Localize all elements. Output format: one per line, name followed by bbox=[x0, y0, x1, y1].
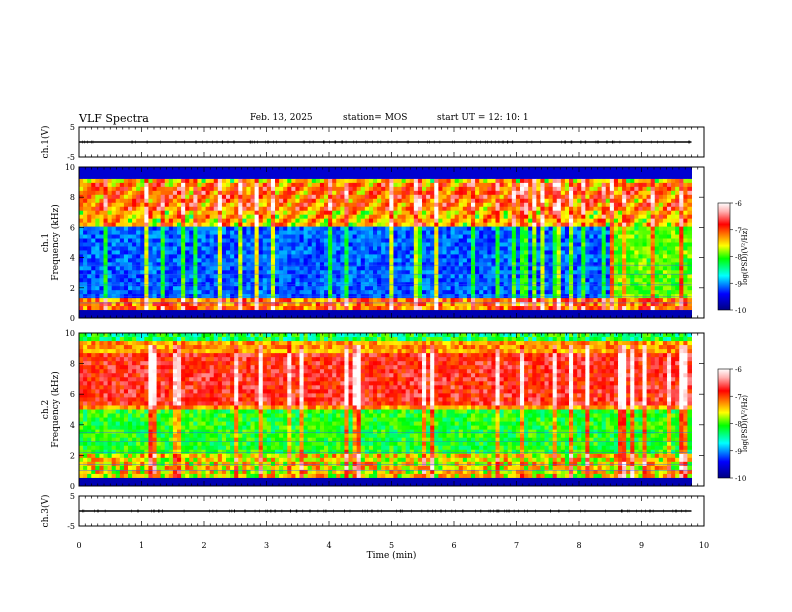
x-axis-label: Time (min) bbox=[367, 550, 417, 561]
ch1-spectrogram-panel: 0 2 4 6 8 10 ch.1 Frequency (kHz) -6 -7 -8 -9 -10 log… bbox=[41, 163, 749, 323]
y-tick-label: 8 bbox=[70, 360, 75, 369]
y-tick-label: 8 bbox=[70, 193, 75, 202]
y-tick-label: 5 bbox=[70, 492, 75, 501]
colorbar-tick-label: -10 bbox=[735, 475, 746, 483]
ch1-spectrogram-ylabel: ch.1 Frequency (kHz) bbox=[41, 204, 61, 281]
colorbar-tick-label: -6 bbox=[735, 366, 742, 374]
x-tick-label: 3 bbox=[264, 541, 269, 550]
x-tick-label: 2 bbox=[201, 541, 206, 550]
ch2-spectrogram-colorbar: -6 -7 -8 -9 -10 log(PSD)(V²/Hz) bbox=[717, 366, 749, 483]
x-tick-label: 6 bbox=[451, 541, 456, 550]
y-tick-label: 0 bbox=[70, 482, 75, 491]
y-tick-label: 6 bbox=[70, 390, 75, 399]
x-tick-label: 10 bbox=[699, 541, 709, 550]
x-tick-label: 5 bbox=[389, 541, 394, 550]
ch2-spectrogram-ylabel: ch.2 Frequency (kHz) bbox=[41, 371, 61, 448]
x-axis: 0 1 2 3 4 5 6 7 8 9 10 Time (min) bbox=[76, 541, 709, 561]
y-tick-label: 6 bbox=[70, 223, 75, 232]
ch1-spectrogram-colorbar: -6 -7 -8 -9 -10 log(PSD)(V²/Hz) bbox=[717, 200, 749, 315]
colorbar-tick-label: -7 bbox=[735, 393, 742, 401]
colorbar-tick-label: -9 bbox=[735, 448, 742, 456]
ch2-spectrogram-panel: 0 2 4 6 8 10 ch.2 Frequency (kHz) -6 -7 -8 -9 -10 log… bbox=[41, 329, 749, 491]
x-tick-label: 8 bbox=[576, 541, 581, 550]
colorbar-tick-label: -7 bbox=[735, 227, 742, 235]
svg-text:ch.3(V): ch.3(V) bbox=[40, 495, 51, 528]
y-tick-label: -5 bbox=[67, 522, 75, 531]
y-tick-label: 0 bbox=[70, 314, 75, 323]
colorbar-label: log(PSD)(V²/Hz) bbox=[741, 395, 749, 452]
y-tick-label: 2 bbox=[70, 451, 75, 460]
ch3-waveform-panel: 5 -5 ch.3(V) bbox=[40, 492, 705, 531]
x-tick-label: 4 bbox=[326, 541, 331, 550]
colorbar-label: log(PSD)(V²/Hz) bbox=[741, 228, 749, 285]
ch1-waveform-panel: 5 -5 ch.1(V) bbox=[40, 123, 705, 162]
colorbar-tick-label: -10 bbox=[735, 307, 746, 315]
spectrogram-image bbox=[79, 333, 692, 486]
svg-text:ch.1(V): ch.1(V) bbox=[40, 126, 51, 159]
colorbar-tick-label: -8 bbox=[735, 254, 742, 262]
x-tick-label: 0 bbox=[76, 541, 81, 550]
ch3-waveform-ylabel: ch.3(V) bbox=[40, 495, 51, 528]
y-tick-label: 4 bbox=[70, 254, 75, 263]
y-tick-label: 10 bbox=[65, 329, 75, 338]
colorbar-tick-label: -8 bbox=[735, 421, 742, 429]
y-tick-label: 4 bbox=[70, 421, 75, 430]
y-tick-label: 2 bbox=[70, 284, 75, 293]
x-tick-label: 1 bbox=[139, 541, 144, 550]
colorbar-tick-label: -9 bbox=[735, 280, 742, 288]
chart-title: VLF Spectra bbox=[79, 112, 149, 125]
x-tick-label: 9 bbox=[639, 541, 644, 550]
x-tick-label: 7 bbox=[514, 541, 519, 550]
spectrogram-image bbox=[79, 167, 692, 318]
date-label: Feb. 13, 2025 bbox=[250, 113, 313, 123]
y-tick-label: 10 bbox=[65, 163, 75, 172]
colorbar-tick-label: -6 bbox=[735, 200, 742, 208]
ch1-waveform-ylabel: ch.1(V) bbox=[40, 126, 51, 159]
station-label: station= MOS bbox=[343, 113, 408, 123]
y-tick-label: 5 bbox=[70, 123, 75, 132]
y-tick-label: -5 bbox=[67, 153, 75, 162]
start-ut-label: start UT = 12: 10: 1 bbox=[437, 113, 529, 123]
